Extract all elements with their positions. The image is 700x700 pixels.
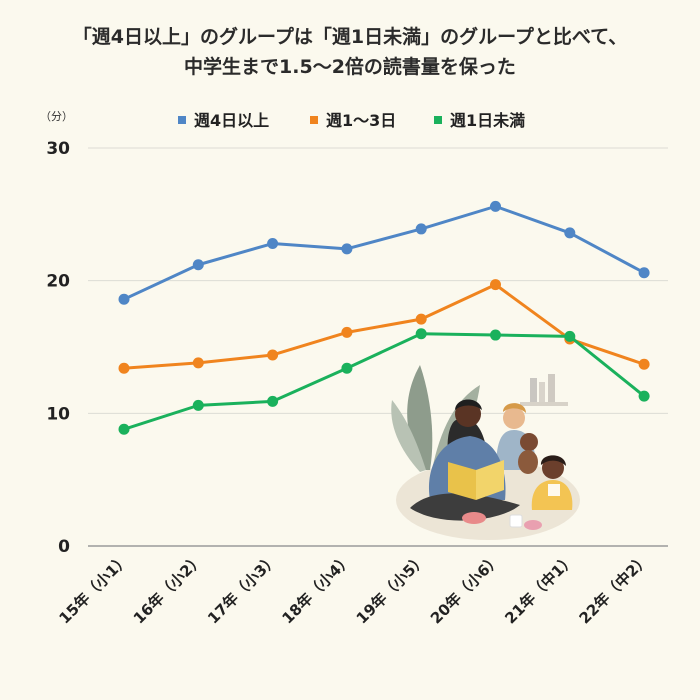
- legend-label: 週1〜3日: [326, 111, 396, 130]
- y-axis-unit-label: （分）: [40, 110, 73, 123]
- teddy-bear-head: [520, 433, 538, 451]
- data-point: [415, 328, 427, 340]
- data-point: [267, 395, 279, 407]
- y-tick-label: 0: [58, 537, 70, 557]
- book-right-page: [476, 460, 504, 500]
- data-point: [267, 349, 279, 361]
- data-point: [192, 399, 204, 411]
- series-3: [118, 328, 650, 435]
- man-head: [503, 407, 525, 429]
- y-tick-label: 30: [46, 139, 70, 159]
- x-tick-label: 20年（小6）: [427, 550, 504, 627]
- series-2: [118, 279, 650, 374]
- mother-hair-top: [455, 399, 482, 410]
- data-point: [638, 358, 650, 370]
- data-point: [490, 329, 501, 341]
- data-point: [341, 243, 353, 255]
- shelf-book: [548, 374, 555, 402]
- legend-swatch: [310, 116, 318, 124]
- x-tick-label: 16年（小2）: [130, 550, 207, 627]
- data-point: [564, 330, 576, 342]
- shelf-book: [539, 382, 545, 402]
- data-point: [192, 259, 204, 271]
- series-1: [118, 200, 650, 305]
- legend-swatch: [434, 116, 442, 124]
- plant-leaf: [391, 400, 426, 472]
- data-point: [192, 357, 204, 369]
- shelf-book: [530, 378, 537, 402]
- x-tick-label: 19年（小5）: [353, 550, 430, 627]
- y-tick-label: 10: [46, 404, 70, 424]
- data-point: [638, 267, 650, 279]
- data-point: [415, 313, 427, 325]
- data-point: [118, 362, 130, 374]
- series-line: [123, 204, 645, 301]
- x-tick-label: 22年（中2）: [576, 550, 653, 627]
- legend-swatch: [178, 116, 186, 124]
- data-point: [341, 362, 353, 374]
- data-point: [267, 238, 279, 250]
- x-tick-label: 15年（小1）: [56, 550, 133, 627]
- data-point: [564, 227, 576, 239]
- legend-label: 週1日未満: [450, 111, 525, 130]
- gridlines: [88, 147, 668, 547]
- family-reading-illustration: [391, 365, 580, 540]
- x-axis-ticks: 15年（小1）16年（小2）17年（小3）18年（小4）19年（小5）20年（小…: [56, 550, 653, 627]
- book-left-page: [448, 462, 476, 500]
- girl-collar: [548, 484, 560, 496]
- data-point: [490, 279, 501, 291]
- data-point: [341, 326, 353, 338]
- data-point: [638, 390, 650, 402]
- man-hair: [503, 403, 526, 413]
- chart-title-line-1: 「週4日以上」のグループは「週1日未満」のグループと比べて、: [72, 26, 628, 48]
- girl-hair: [540, 455, 566, 466]
- legend: 週4日以上 週1〜3日 週1日未満: [178, 111, 525, 130]
- x-tick-label: 18年（小4）: [278, 550, 355, 627]
- cup: [509, 514, 523, 528]
- chart-title-line-2: 中学生まで1.5〜2倍の読書量を保った: [184, 56, 516, 78]
- mother-sock: [462, 512, 486, 524]
- mother-legs: [410, 493, 520, 521]
- series-line: [123, 332, 646, 431]
- girl-head: [542, 457, 564, 479]
- x-tick-label: 17年（小3）: [204, 550, 281, 627]
- data-point: [118, 293, 130, 305]
- shelf: [520, 402, 568, 406]
- teddy-bear-body: [518, 450, 538, 474]
- mother-head: [455, 401, 481, 427]
- data-point: [118, 423, 130, 435]
- girl-shoe: [524, 520, 542, 530]
- x-tick-label: 21年（中1）: [501, 550, 578, 627]
- data-point: [415, 223, 427, 235]
- y-tick-label: 20: [46, 272, 70, 292]
- legend-label: 週4日以上: [194, 111, 269, 130]
- series-line: [123, 283, 645, 370]
- series-layer: [118, 200, 650, 435]
- y-axis-ticks: 0 10 20 30: [46, 139, 70, 557]
- data-point: [490, 200, 501, 212]
